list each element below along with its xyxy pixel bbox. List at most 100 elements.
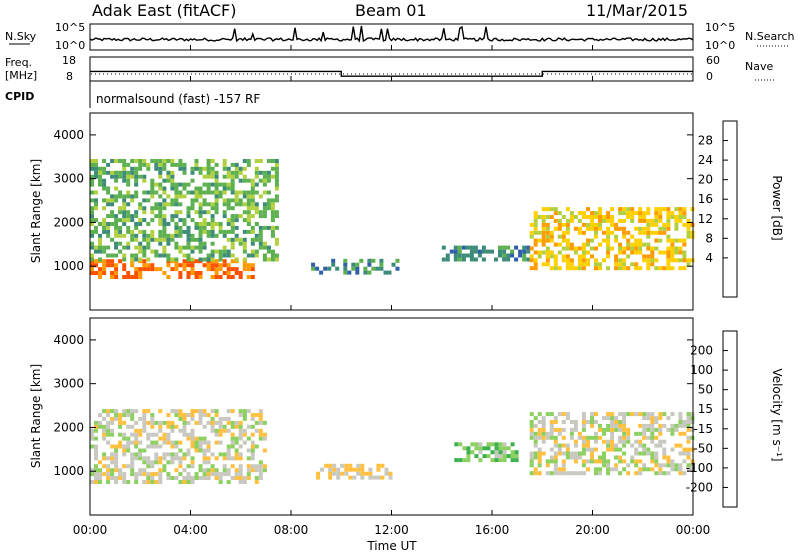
heatmap-cell	[533, 250, 538, 255]
heatmap-cell	[258, 214, 263, 219]
heatmap-cell	[590, 254, 594, 259]
heatmap-cell	[594, 447, 598, 452]
heatmap-cell	[210, 229, 215, 234]
heatmap-cell	[130, 263, 135, 268]
heatmap-cell	[270, 249, 275, 254]
heatmap-cell	[162, 166, 167, 171]
heatmap-cell	[594, 459, 598, 464]
heatmap-cell	[242, 237, 247, 242]
heatmap-cell	[166, 476, 171, 480]
heatmap-cell	[182, 186, 187, 191]
heatmap-cell	[94, 444, 98, 449]
heatmap-cell	[122, 464, 127, 469]
heatmap-cell	[355, 266, 360, 271]
colorbar-tick-label: 200	[690, 344, 713, 358]
heatmap-cell	[646, 234, 651, 239]
heatmap-cell	[510, 249, 515, 254]
heatmap-cell	[586, 420, 590, 424]
heatmap-cell	[186, 432, 191, 437]
heatmap-cell	[666, 254, 671, 259]
heatmap-cell	[230, 259, 235, 264]
heatmap-cell	[98, 275, 102, 279]
heatmap-cell	[134, 476, 139, 480]
heatmap-cell	[110, 460, 115, 465]
heatmap-cell	[94, 229, 98, 234]
heatmap-cell	[182, 480, 187, 484]
heatmap-cell	[106, 432, 111, 437]
heatmap-cell	[319, 270, 324, 275]
heatmap-cell	[565, 222, 570, 227]
heatmap-cell	[678, 467, 683, 472]
heatmap-cell	[126, 229, 131, 234]
heatmap-cell	[162, 225, 167, 230]
heatmap-cell	[581, 435, 586, 440]
heatmap-cell	[274, 166, 279, 171]
heatmap-cell	[682, 451, 687, 456]
heatmap-cell	[553, 258, 558, 263]
heatmap-cell	[230, 186, 235, 191]
heatmap-cell	[186, 413, 191, 417]
heatmap-cell	[614, 443, 619, 448]
heatmap-cell	[130, 409, 135, 414]
heatmap-cell	[182, 468, 187, 473]
heatmap-cell	[634, 226, 639, 231]
heatmap-cell	[94, 225, 98, 230]
heatmap-cell	[214, 162, 219, 167]
heatmap-cell	[258, 170, 263, 175]
heatmap-cell	[614, 258, 619, 263]
heatmap-cell	[682, 258, 687, 263]
heatmap-cell	[250, 416, 255, 421]
heatmap-cell	[662, 250, 667, 255]
heatmap-cell	[537, 471, 542, 476]
heatmap-cell	[510, 253, 515, 258]
heatmap-cell	[162, 198, 167, 203]
heatmap-cell	[577, 226, 582, 231]
heatmap-cell	[106, 245, 111, 250]
heatmap-cell	[258, 178, 263, 183]
heatmap-cell	[533, 423, 538, 428]
heatmap-cell	[158, 229, 163, 234]
heatmap-cell	[545, 234, 550, 239]
heatmap-cell	[650, 455, 655, 460]
heatmap-cell	[662, 222, 667, 227]
heatmap-cell	[606, 246, 611, 251]
heatmap-cell	[138, 206, 143, 211]
heatmap-cell	[388, 471, 393, 476]
heatmap-cell	[478, 450, 483, 455]
heatmap-cell	[102, 271, 107, 275]
heatmap-cell	[590, 246, 594, 251]
heatmap-cell	[590, 416, 594, 421]
heatmap-cell	[262, 182, 267, 187]
heatmap-cell	[190, 233, 195, 238]
heatmap-cell	[122, 170, 127, 175]
heatmap-cell	[122, 166, 127, 171]
heatmap-cell	[170, 456, 175, 461]
heatmap-cell	[202, 460, 207, 465]
heatmap-cell	[158, 241, 163, 246]
heatmap-cell	[545, 250, 550, 255]
heatmap-cell	[638, 471, 643, 476]
heatmap-cell	[254, 190, 259, 195]
heatmap-cell	[634, 242, 639, 247]
heatmap-cell	[122, 432, 127, 437]
heatmap-cell	[186, 472, 191, 477]
heatmap-cell	[178, 263, 183, 268]
heatmap-cell	[658, 463, 663, 468]
heatmap-cell	[190, 476, 195, 480]
heatmap-cell	[210, 182, 215, 187]
heatmap-cell	[634, 250, 639, 255]
heatmap-cell	[622, 262, 627, 267]
heatmap-cell	[150, 432, 155, 437]
heatmap-cell	[581, 420, 586, 424]
heatmap-cell	[388, 475, 393, 480]
heatmap-cell	[258, 420, 263, 425]
heatmap-cell	[622, 258, 627, 263]
heatmap-cell	[130, 229, 135, 234]
heatmap-cell	[565, 242, 570, 247]
heatmap-cell	[545, 215, 550, 219]
cpid-label: CPID	[5, 90, 34, 103]
heatmap-cell	[565, 226, 570, 231]
freq-tick-bottom: 8	[66, 70, 73, 83]
heatmap-cell	[658, 439, 663, 444]
heatmap-cell	[182, 413, 187, 417]
